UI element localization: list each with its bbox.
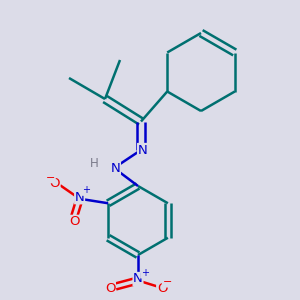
Text: H: H <box>90 157 99 170</box>
Text: N: N <box>111 161 120 175</box>
Text: N: N <box>138 143 147 157</box>
Text: +: + <box>141 268 148 278</box>
Text: −: − <box>162 277 172 287</box>
Text: −: − <box>46 173 55 183</box>
Text: N: N <box>133 272 143 286</box>
Text: O: O <box>105 282 115 296</box>
Text: N: N <box>75 191 85 204</box>
Text: O: O <box>69 215 80 228</box>
Text: O: O <box>157 281 167 295</box>
Text: O: O <box>50 177 60 190</box>
Text: +: + <box>82 185 90 195</box>
